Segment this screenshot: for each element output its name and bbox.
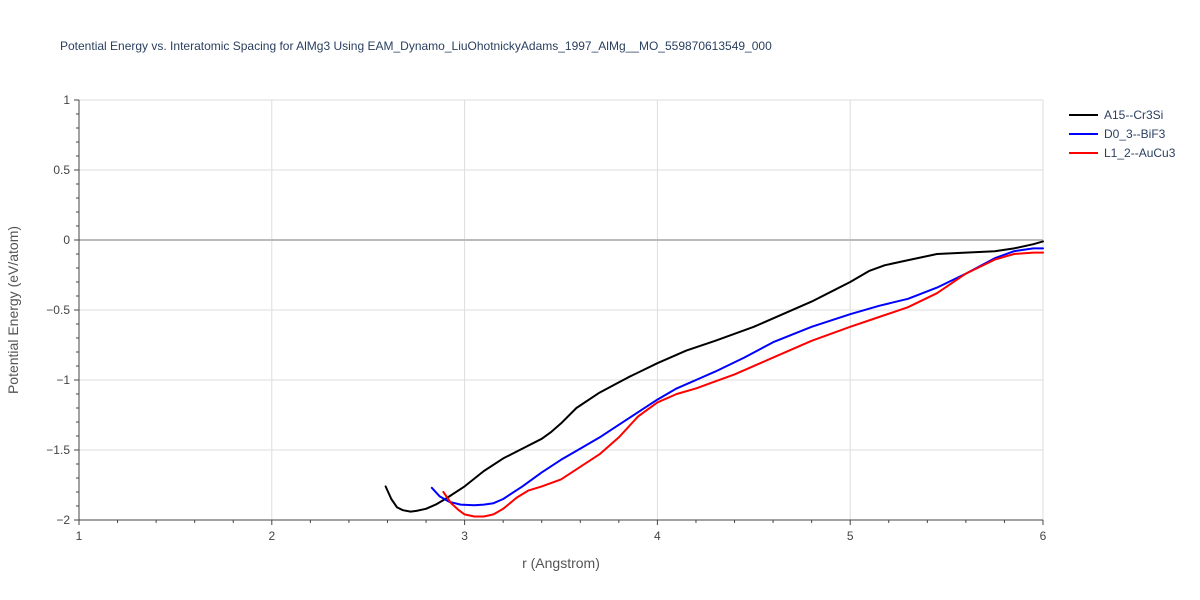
series-line-l1-2-aucu3: [442, 251, 1044, 518]
legend-item[interactable]: L1_2--AuCu3: [1069, 146, 1176, 160]
x-tick-label: 4: [654, 529, 661, 543]
y-tick-label: −1.5: [46, 443, 70, 457]
y-tick-label: −1: [56, 373, 70, 387]
y-tick-label: 1: [63, 93, 70, 107]
x-tick-label: 5: [847, 529, 854, 543]
series-line-a15-cr3si: [384, 240, 1044, 513]
axes: 1 2 3 4 5 6 1 0.5 0 −0.5 −1 −1.5 −2: [46, 93, 1046, 543]
legend-item[interactable]: D0_3--BiF3: [1069, 127, 1166, 141]
legend-label: D0_3--BiF3: [1104, 127, 1166, 141]
x-axis-title: r (Angstrom): [522, 555, 600, 571]
legend-label: L1_2--AuCu3: [1104, 146, 1176, 160]
chart-title: Potential Energy vs. Interatomic Spacing…: [60, 39, 772, 53]
y-tick-label: −0.5: [46, 303, 70, 317]
y-tick-label: 0: [63, 233, 70, 247]
series-line-d0-3-bif3: [430, 247, 1044, 507]
x-tick-label: 3: [461, 529, 468, 543]
x-tick-label: 6: [1040, 529, 1047, 543]
legend-label: A15--Cr3Si: [1104, 108, 1163, 122]
y-tick-label: −2: [56, 513, 70, 527]
series-lines: [384, 240, 1044, 518]
y-tick-label: 0.5: [53, 163, 70, 177]
grid: [79, 99, 1044, 520]
legend-item[interactable]: A15--Cr3Si: [1069, 108, 1163, 122]
legend: A15--Cr3Si D0_3--BiF3 L1_2--AuCu3: [1069, 108, 1176, 160]
x-tick-label: 2: [268, 529, 275, 543]
y-axis-title: Potential Energy (eV/atom): [5, 226, 21, 394]
x-tick-label: 1: [76, 529, 83, 543]
